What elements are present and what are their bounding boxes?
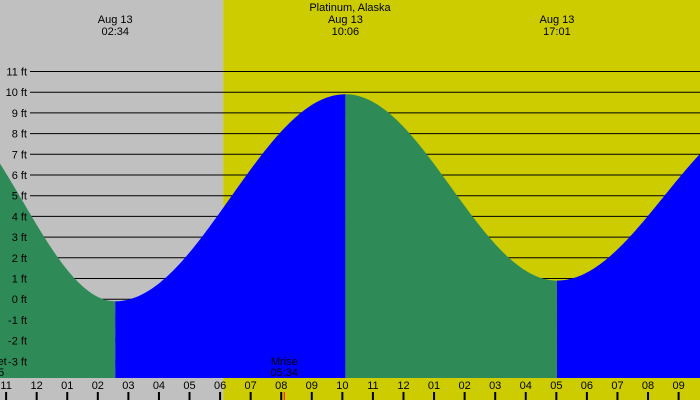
rising-tide-area — [115, 94, 346, 379]
astronomy-time-label: 45 — [0, 367, 4, 379]
tide-date-label: Aug 13 — [328, 14, 363, 26]
x-tick-label: 01 — [61, 380, 73, 392]
x-tick-label: 04 — [153, 380, 165, 392]
y-tick-label: 5 ft — [12, 191, 27, 203]
x-tick-label: 05 — [550, 380, 562, 392]
x-tick-label: 06 — [214, 380, 226, 392]
astronomy-time-label: 05:34 — [271, 367, 299, 379]
tide-time-label: 17:01 — [543, 26, 571, 38]
x-tick-label: 11 — [367, 380, 378, 392]
x-tick-label: 12 — [397, 380, 409, 392]
x-tick-label: 04 — [520, 380, 532, 392]
x-tick-label: 08 — [275, 380, 287, 392]
y-tick-label: -2 ft — [8, 336, 27, 348]
y-tick-label: 10 ft — [6, 87, 27, 99]
y-tick-label: 0 ft — [12, 294, 27, 306]
x-tick-labels: 11 12 01 02 03 04 05 06 07 08 09 10 11 12 01 02 03 04 05 06… — [0, 380, 684, 392]
x-tick-label: 09 — [306, 380, 318, 392]
tide-areas — [0, 94, 700, 400]
y-tick-label: 8 ft — [12, 129, 27, 141]
tide-date-label: Aug 13 — [540, 14, 575, 26]
x-tick-label: 09 — [672, 380, 684, 392]
y-tick-label: 9 ft — [12, 108, 27, 120]
astronomy-label: Mrise — [271, 356, 298, 368]
rising-tide-area — [556, 153, 700, 378]
x-tick-label: 07 — [611, 380, 623, 392]
x-tick-label: 02 — [459, 380, 471, 392]
y-tick-label: 7 ft — [12, 149, 27, 161]
x-tick-label: 06 — [581, 380, 593, 392]
x-tick-label: 05 — [183, 380, 195, 392]
x-tick-marks — [5, 392, 680, 400]
x-tick-label: 03 — [122, 380, 134, 392]
x-tick-label: 10 — [336, 380, 348, 392]
x-tick-label: 08 — [642, 380, 654, 392]
x-tick-label: 01 — [428, 380, 440, 392]
x-tick-label: 07 — [245, 380, 257, 392]
y-tick-label: 1 ft — [12, 274, 27, 286]
falling-tide-area — [0, 163, 116, 378]
y-tick-labels: 11 ft 10 ft 9 ft 8 ft 7 ft 6 ft 5 ft 4 ft 3 ft 2 … — [6, 67, 27, 369]
tide-time-label: 02:34 — [101, 26, 129, 38]
y-tick-label: 2 ft — [12, 253, 27, 265]
y-tick-label: -1 ft — [8, 315, 27, 327]
tide-time-label: 10:06 — [332, 26, 360, 38]
x-tick-label: 02 — [92, 380, 104, 392]
x-tick-label: 03 — [489, 380, 501, 392]
x-tick-label: 11 — [0, 380, 11, 392]
y-tick-label: 4 ft — [12, 211, 27, 223]
y-tick-label: -3 ft — [8, 356, 27, 368]
tide-date-label: Aug 13 — [98, 14, 133, 26]
y-tick-label: 3 ft — [12, 232, 27, 244]
falling-tide-area — [345, 94, 557, 379]
chart-title: Platinum, Alaska — [309, 2, 391, 14]
y-tick-label: 6 ft — [12, 170, 27, 182]
x-tick-label: 12 — [31, 380, 43, 392]
y-tick-label: 11 ft — [6, 67, 27, 79]
astronomy-label: set — [0, 356, 7, 368]
